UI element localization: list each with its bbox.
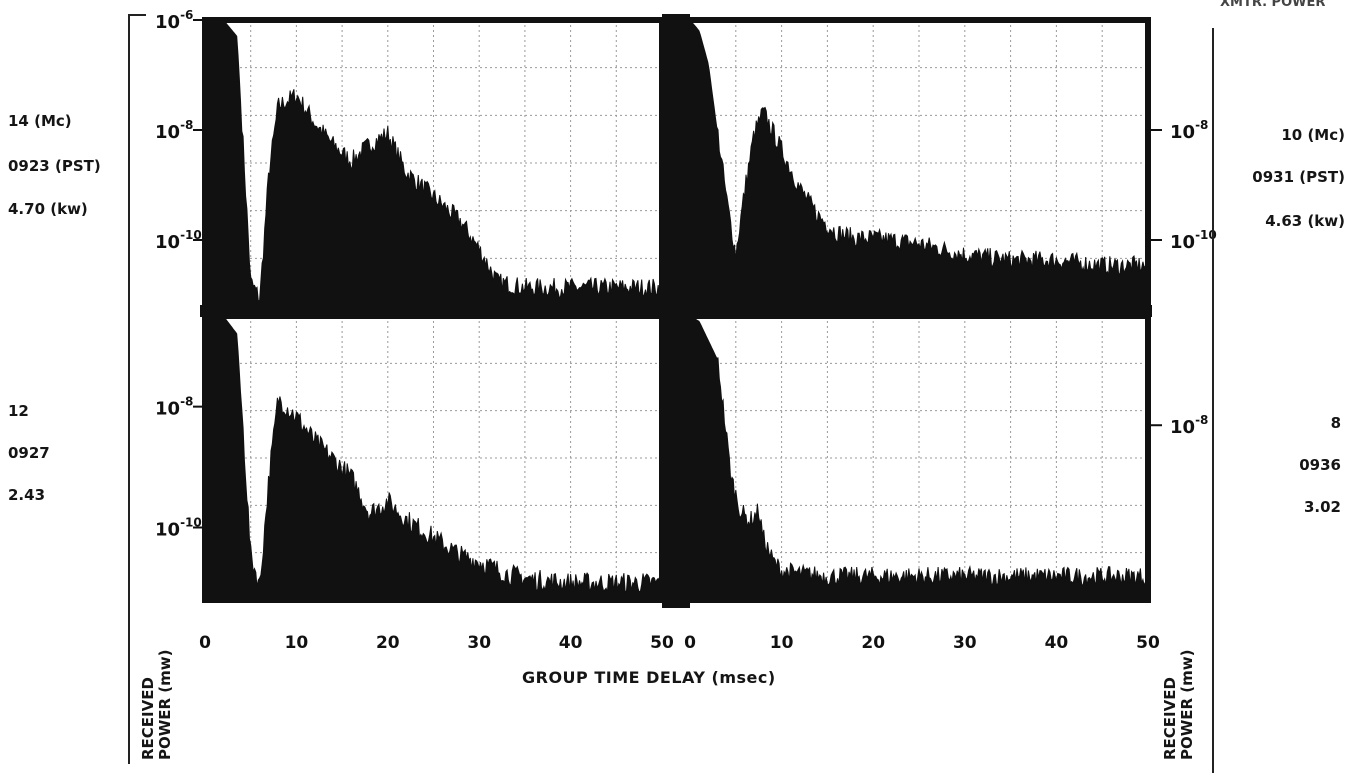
y-tick-label: 10-10 xyxy=(155,515,202,540)
y-axis-title-left: RECEIVED POWER (mw) xyxy=(139,649,174,760)
x-tick-label: 10 xyxy=(770,633,794,653)
top-right-time: 0931 (PST) xyxy=(1252,168,1345,186)
panel-top-left: 10-6 10-8 10-10 xyxy=(155,8,665,309)
x-tick-label: 50 xyxy=(1136,633,1160,653)
y-axis-title-right: RECEIVED POWER (mw) xyxy=(1161,649,1196,760)
x-tick-label: 40 xyxy=(559,633,583,653)
panel-frame xyxy=(687,313,1151,603)
top-left-time: 0923 (PST) xyxy=(8,157,101,175)
y-tick-label: 10-10 xyxy=(1170,228,1217,253)
x-tick-label: 50 xyxy=(650,633,674,653)
y-axis-title-right-line2: POWER (mw) xyxy=(1178,649,1196,760)
bottom-right-frequency: 8 xyxy=(1330,414,1341,432)
top-right-power: 4.63 (kw) xyxy=(1265,212,1345,230)
top-left-power: 4.70 (kw) xyxy=(8,200,88,218)
received-power-envelope xyxy=(689,21,1149,307)
x-axis-title: GROUP TIME DELAY (msec) xyxy=(522,668,776,687)
x-tick-label: 20 xyxy=(861,633,885,653)
y-tick-label: 10-8 xyxy=(155,395,193,420)
received-power-envelope xyxy=(204,21,663,307)
y-axis-title-right-line1: RECEIVED xyxy=(1161,677,1179,760)
y-tick-label: 10-10 xyxy=(155,228,202,253)
received-power-envelope xyxy=(689,317,1149,601)
top-left-frequency: 14 (Mc) xyxy=(8,112,72,130)
x-tick-label: 0 xyxy=(199,633,211,653)
x-tick-label: 10 xyxy=(285,633,309,653)
panel-frame xyxy=(202,313,665,603)
x-tick-label: 30 xyxy=(467,633,491,653)
bottom-right-power: 3.02 xyxy=(1303,498,1341,516)
panel-bottom-right: 10-8 0 10 20 30 40 50 xyxy=(684,313,1208,653)
panel-top-right: 10-8 10-10 xyxy=(687,17,1217,309)
xmtr-power-label: XMTR. POWER xyxy=(1220,0,1326,10)
bottom-left-time: 0927 xyxy=(8,444,50,462)
left-bracket-line xyxy=(128,14,130,764)
top-right-frequency: 10 (Mc) xyxy=(1281,126,1345,144)
bottom-left-power: 2.43 xyxy=(8,486,46,504)
panel-frame xyxy=(202,17,665,309)
x-tick-label: 20 xyxy=(376,633,400,653)
panel-bottom-left: 10-8 10-10 0 10 20 30 40 50 xyxy=(155,313,674,653)
bottom-right-time: 0936 xyxy=(1299,456,1341,474)
y-axis-title-left-line1: RECEIVED xyxy=(139,677,157,760)
y-tick-label: 10-6 xyxy=(155,8,193,33)
panel-frame xyxy=(687,17,1151,309)
x-tick-label: 30 xyxy=(953,633,977,653)
y-tick-label: 10-8 xyxy=(1170,118,1208,143)
left-bracket-top xyxy=(128,14,146,16)
x-tick-label: 0 xyxy=(684,633,696,653)
y-axis-title-left-line2: POWER (mw) xyxy=(156,649,174,760)
bottom-left-frequency: 12 xyxy=(8,402,29,420)
x-tick-label: 40 xyxy=(1045,633,1069,653)
received-power-envelope xyxy=(204,317,663,601)
right-bracket-line xyxy=(1212,28,1214,773)
y-tick-label: 10-8 xyxy=(155,118,193,143)
y-tick-label: 10-8 xyxy=(1170,413,1208,438)
